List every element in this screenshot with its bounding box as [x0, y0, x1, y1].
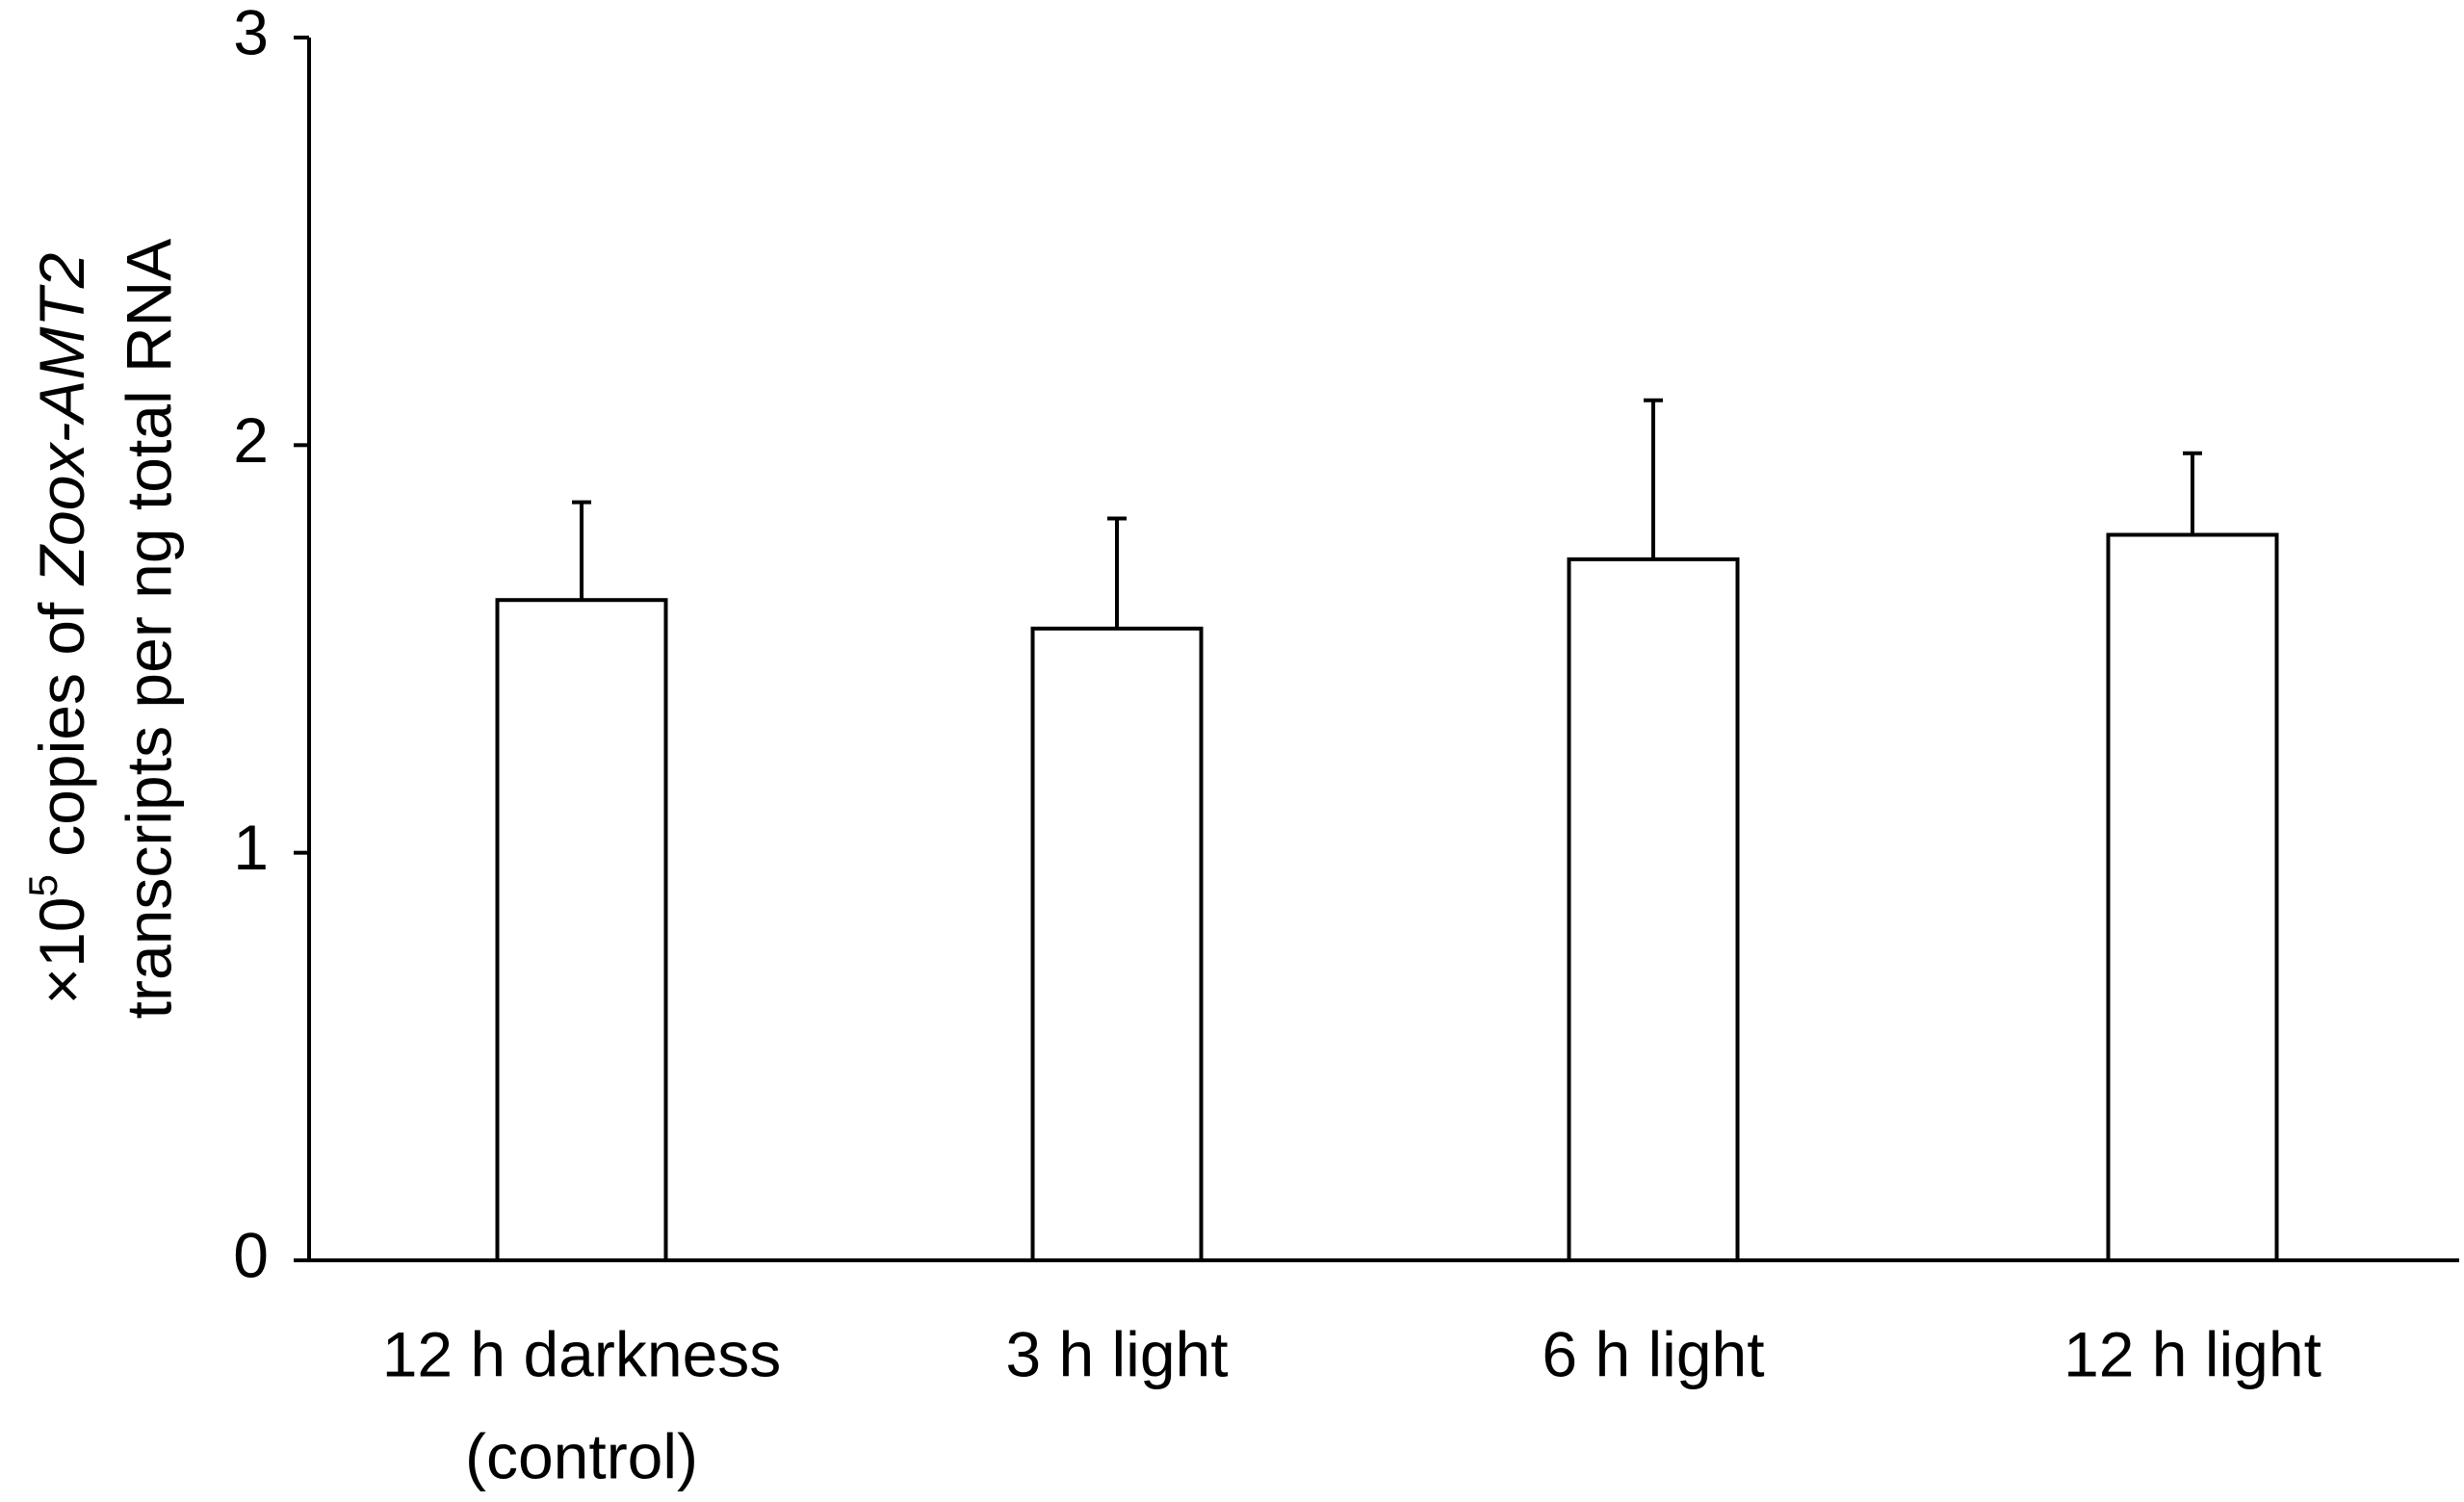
- x-tick-label: 12 h light: [2063, 1318, 2321, 1389]
- y-tick-label: 1: [233, 812, 269, 883]
- y-label-italic: Zoox-AMT2: [26, 253, 97, 587]
- bar: [495, 598, 668, 1262]
- y-label-line2: transcripts per ng total RNA: [113, 239, 184, 1020]
- x-tick-label: 12 h darkness: [382, 1318, 782, 1389]
- x-tick-label: 3 h light: [1005, 1318, 1228, 1389]
- y-label-middle: copies of: [26, 584, 97, 874]
- x-tick-label: (control): [465, 1420, 698, 1491]
- bar: [2106, 532, 2279, 1262]
- y-tick-label: 2: [233, 404, 269, 476]
- x-tick-label: 6 h light: [1542, 1318, 1764, 1389]
- bar: [1567, 557, 1740, 1262]
- y-label-line1: ×105 copies of Zoox-AMT2: [20, 253, 97, 1005]
- y-tick-label: 0: [233, 1219, 269, 1290]
- y-label-superscript: 5: [20, 874, 65, 896]
- y-tick-label: 3: [233, 0, 269, 67]
- bar: [1030, 626, 1204, 1262]
- y-axis-label: ×105 copies of Zoox-AMT2 transcripts per…: [20, 239, 184, 1020]
- y-label-prefix: ×10: [26, 896, 97, 1004]
